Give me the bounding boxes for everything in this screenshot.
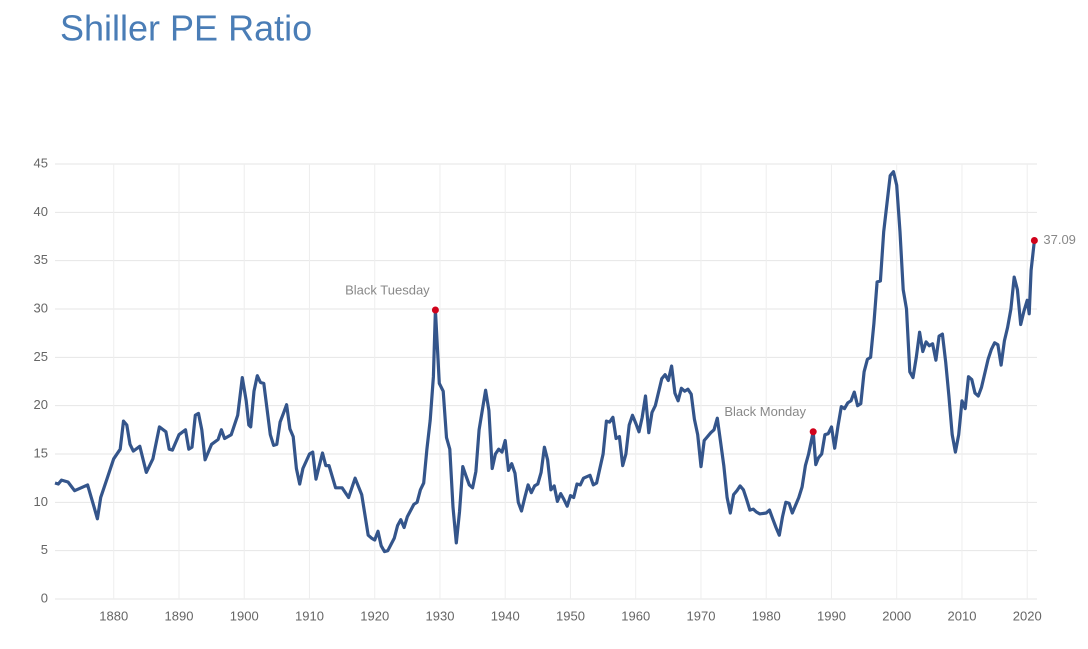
chart-title: Shiller PE Ratio [60, 8, 312, 49]
x-tick-label: 1890 [165, 608, 194, 623]
y-tick-label: 5 [41, 542, 48, 557]
annotation-marker [431, 306, 439, 314]
y-tick-label: 30 [34, 300, 48, 315]
last-value-marker [1030, 236, 1038, 244]
y-tick-label: 35 [34, 252, 48, 267]
y-tick-label: 25 [34, 349, 48, 364]
last-value-label: 37.09 [1043, 232, 1076, 247]
y-tick-label: 0 [41, 590, 48, 605]
x-tick-label: 1980 [752, 608, 781, 623]
x-tick-label: 2000 [882, 608, 911, 623]
annotation-marker [809, 428, 817, 436]
line-series [54, 170, 1036, 554]
annotation-label: Black Tuesday [345, 282, 430, 297]
x-tick-label: 2010 [948, 608, 977, 623]
x-tick-label: 1970 [687, 608, 716, 623]
y-tick-label: 10 [34, 494, 48, 509]
x-tick-label: 1910 [295, 608, 324, 623]
y-tick-label: 40 [34, 204, 48, 219]
annotation-label: Black Monday [724, 404, 806, 419]
x-tick-label: 1920 [360, 608, 389, 623]
y-tick-label: 45 [34, 155, 48, 170]
x-tick-label: 1950 [556, 608, 585, 623]
x-tick-label: 1940 [491, 608, 520, 623]
x-tick-label: 2020 [1013, 608, 1042, 623]
x-tick-label: 1990 [817, 608, 846, 623]
y-tick-label: 15 [34, 445, 48, 460]
x-tick-label: 1900 [230, 608, 259, 623]
x-tick-label: 1960 [621, 608, 650, 623]
x-tick-label: 1880 [99, 608, 128, 623]
y-tick-label: 20 [34, 397, 48, 412]
x-tick-label: 1930 [426, 608, 455, 623]
